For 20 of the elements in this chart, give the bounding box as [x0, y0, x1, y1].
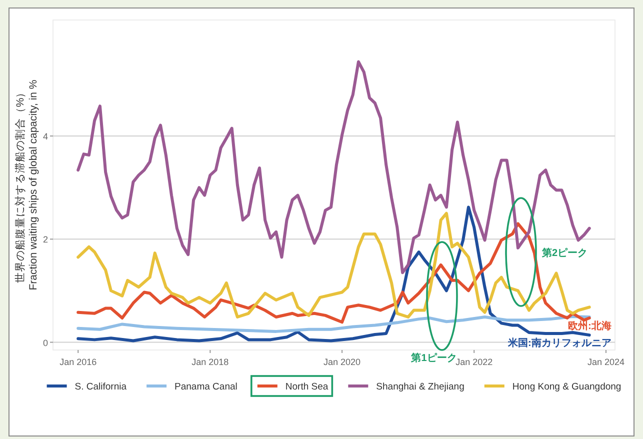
x-tick-label: Jan 2018: [192, 357, 229, 367]
annotation: 第2ピーク: [541, 247, 588, 259]
legend-label: Panama Canal: [174, 382, 238, 392]
legend-label: Shanghai & Zhejiang: [376, 382, 464, 392]
annotation: 欧州:北海: [568, 320, 612, 332]
x-tick-label: Jan 2022: [456, 357, 493, 367]
legend-label: S. California: [74, 382, 128, 392]
line-series: [76, 60, 591, 274]
x-tick-label: Jan 2016: [60, 357, 97, 367]
y-tick-label: 4: [42, 132, 48, 142]
x-tick-label: Jan 2020: [324, 357, 361, 367]
legend-label: North Sea: [285, 382, 329, 392]
text: 第1ピーク: [410, 352, 457, 364]
y-axis-title: 世界の船腹量に対する滞船の割合（%） Fraction waiting ships of global capacity, in %: [14, 80, 40, 290]
y-tick-label: 0: [42, 338, 48, 348]
x-tick-label: Jan 2024: [587, 357, 624, 367]
annotation: 米国:南カリフォルニア: [507, 337, 612, 350]
y-tick-label: 2: [42, 234, 48, 245]
line-series: [76, 314, 591, 333]
legend-label: Hong Kong & Guangdong: [512, 382, 622, 392]
